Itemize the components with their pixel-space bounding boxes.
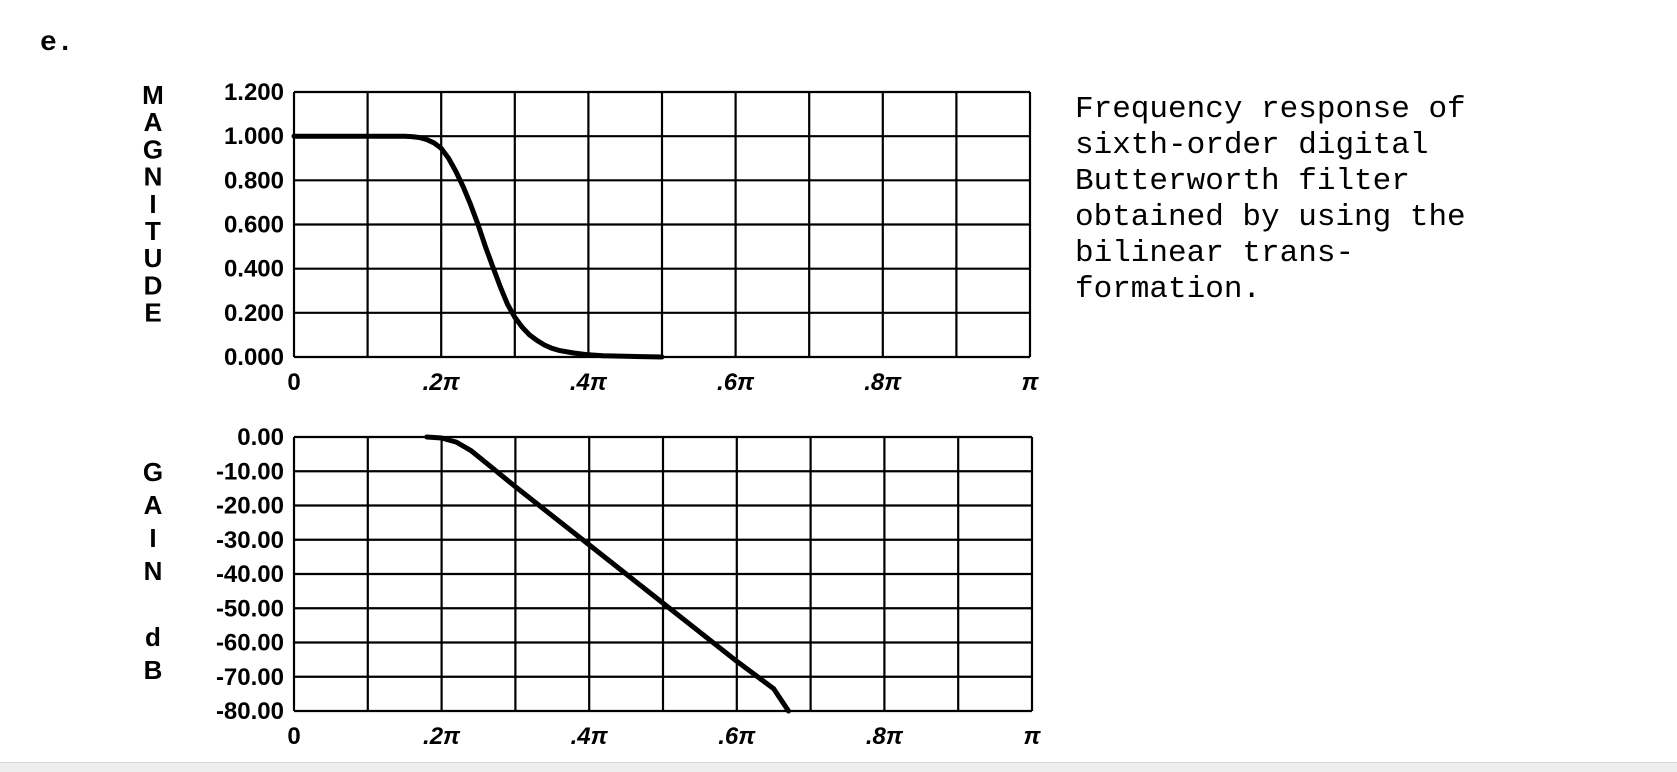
y-tick-label: 0.800 — [224, 167, 284, 194]
y-tick-label: -70.00 — [216, 664, 284, 691]
x-tick-label: π — [1021, 369, 1039, 396]
x-tick-label: .2π — [423, 723, 461, 750]
y-tick-label: -80.00 — [216, 698, 284, 725]
grid — [292, 90, 1032, 359]
y-tick-label: 0.600 — [224, 212, 284, 239]
x-tick-label: π — [1023, 723, 1041, 750]
y-tick-label: -40.00 — [216, 561, 284, 588]
series-line — [424, 434, 791, 714]
y-tick-label: 0.400 — [224, 256, 284, 283]
y-tick-label: -10.00 — [216, 458, 284, 485]
x-tick-label: .4π — [571, 723, 609, 750]
x-tick-label: .2π — [423, 369, 461, 396]
y-tick-label: -20.00 — [216, 493, 284, 520]
x-tick-label: 0 — [287, 723, 300, 750]
figure-label: e. — [40, 28, 74, 59]
y-tick-label: -50.00 — [216, 595, 284, 622]
bottom-scroll-strip — [0, 762, 1677, 772]
x-tick-label: .4π — [570, 369, 608, 396]
grid — [292, 435, 1034, 713]
y-tick-label: -60.00 — [216, 630, 284, 657]
x-tick-label: 0 — [287, 369, 300, 396]
y-tick-label: 0.200 — [224, 300, 284, 327]
y-tick-label: 0.000 — [224, 344, 284, 371]
gain-db-chart: 0.00 -10.00 -20.00 -30.00 -40.00 -50.00 -60.00… — [143, 424, 1042, 750]
x-tick-label: .8π — [864, 369, 902, 396]
x-tick-label: .8π — [866, 723, 904, 750]
x-tick-label: .6π — [718, 723, 756, 750]
series-line — [291, 133, 665, 360]
y-tick-label: 0.00 — [237, 424, 284, 451]
figure-caption: Frequency response of sixth-order digita… — [1075, 92, 1466, 307]
x-tick-label: .6π — [717, 369, 755, 396]
y-tick-label: 1.000 — [224, 123, 284, 150]
y-tick-label: 1.200 — [224, 79, 284, 106]
y-tick-label: -30.00 — [216, 527, 284, 554]
